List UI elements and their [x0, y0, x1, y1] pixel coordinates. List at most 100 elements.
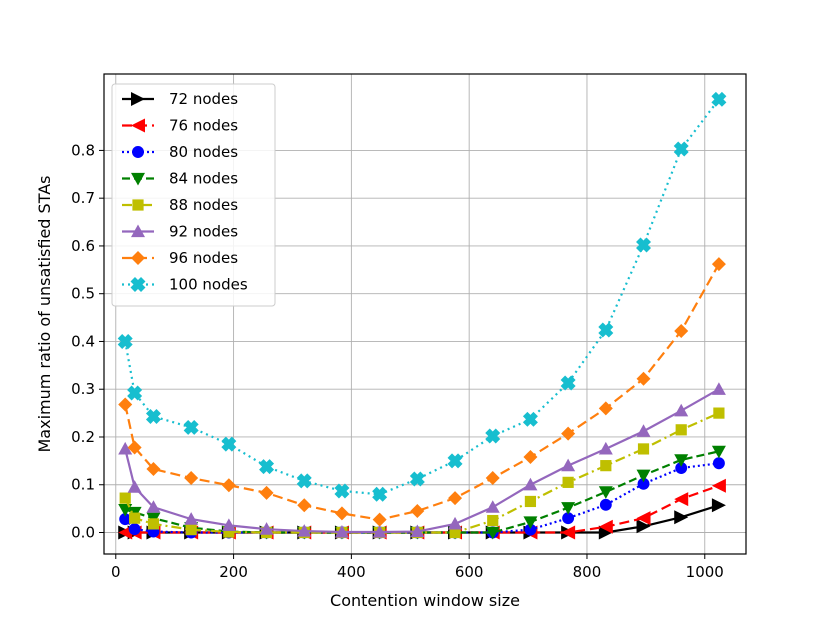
data-point [185, 524, 197, 536]
x-tick-label: 800 [573, 563, 602, 581]
legend-marker [131, 92, 145, 106]
data-point [221, 436, 237, 452]
data-point [372, 512, 387, 527]
legend-entry: 76 nodes [122, 117, 238, 135]
data-point [485, 471, 500, 486]
data-point [259, 459, 275, 475]
data-point [561, 458, 576, 472]
data-point [334, 525, 349, 538]
legend-entry: 84 nodes [122, 170, 238, 188]
data-point [119, 492, 131, 504]
x-axis-label: Contention window size [330, 591, 520, 610]
legend-entry: 96 nodes [122, 249, 238, 267]
data-point [119, 513, 132, 526]
legend-label: 92 nodes [169, 223, 238, 241]
legend-entry: 92 nodes [122, 223, 238, 241]
legend-marker [131, 118, 145, 133]
data-point [523, 516, 538, 529]
x-tick-label: 0 [111, 563, 121, 581]
x-tick-label: 600 [455, 563, 484, 581]
legend-marker [131, 172, 145, 186]
legend-marker [131, 224, 145, 238]
data-point [447, 453, 463, 469]
y-tick-label: 0.5 [71, 285, 95, 303]
data-point [334, 483, 350, 499]
series-line [124, 412, 720, 534]
data-point [129, 512, 141, 524]
data-point [636, 469, 651, 483]
data-point [259, 522, 274, 535]
series-line [124, 388, 720, 534]
legend-entry: 80 nodes [122, 143, 238, 161]
data-point [599, 498, 612, 511]
data-point [711, 382, 726, 395]
data-point [675, 424, 687, 436]
data-point [448, 491, 463, 506]
series-84-nodes [118, 445, 726, 540]
data-point [523, 477, 538, 491]
y-tick-label: 0.6 [71, 237, 95, 255]
legend-label: 84 nodes [169, 170, 238, 188]
data-point [259, 485, 274, 500]
series-line [124, 462, 720, 534]
data-point [598, 486, 613, 499]
legend-label: 88 nodes [169, 196, 238, 214]
data-point [297, 524, 312, 537]
data-point [711, 257, 726, 272]
legend: 72 nodes 76 nodes 80 nodes 84 nodes 88 nodes… [111, 83, 276, 307]
data-point [523, 450, 538, 465]
series-100-nodes [117, 91, 727, 502]
legend-marker [132, 146, 144, 158]
data-point [372, 486, 388, 502]
legend-label: 72 nodes [169, 90, 238, 108]
data-point [598, 401, 613, 416]
data-point [713, 407, 725, 419]
legend-entry: 72 nodes [122, 90, 238, 108]
data-point [118, 397, 133, 412]
data-point [598, 519, 613, 534]
data-point [711, 91, 727, 107]
data-point [673, 141, 689, 157]
series-line [124, 263, 720, 521]
data-point [711, 498, 726, 513]
data-point [184, 471, 199, 486]
data-point [675, 462, 688, 474]
data-point [334, 506, 349, 521]
legend-label: 96 nodes [169, 249, 238, 267]
y-tick-label: 0.0 [71, 524, 95, 542]
series-line [124, 450, 720, 534]
data-point [296, 473, 312, 489]
data-point [146, 500, 161, 513]
data-point [600, 460, 612, 472]
y-tick-label: 0.2 [71, 428, 95, 446]
legend-marker [130, 277, 146, 292]
data-point [560, 375, 576, 391]
data-point [636, 519, 651, 534]
data-point [410, 504, 425, 519]
data-point [297, 498, 312, 513]
y-axis-label: Maximum ratio of unsatisfied STAs [35, 175, 54, 452]
legend-label: 76 nodes [169, 117, 238, 135]
y-tick-label: 0.8 [71, 141, 95, 159]
legend-entry: 100 nodes [122, 276, 248, 294]
series-group [117, 91, 727, 540]
legend-marker [132, 199, 144, 211]
data-point [221, 518, 236, 531]
y-tick-label: 0.3 [71, 380, 95, 398]
data-point [183, 419, 199, 435]
plot-frame [103, 73, 747, 555]
data-point [118, 441, 133, 455]
data-point [127, 440, 142, 455]
series-96-nodes [118, 257, 726, 527]
data-point [711, 478, 726, 493]
x-tick-label: 200 [219, 563, 248, 581]
data-point [184, 512, 199, 525]
data-point [561, 502, 576, 515]
legend-entry: 88 nodes [122, 196, 238, 214]
data-point [598, 525, 613, 540]
y-tick-label: 0.4 [71, 332, 95, 350]
data-point [449, 526, 461, 539]
data-point [409, 471, 425, 487]
